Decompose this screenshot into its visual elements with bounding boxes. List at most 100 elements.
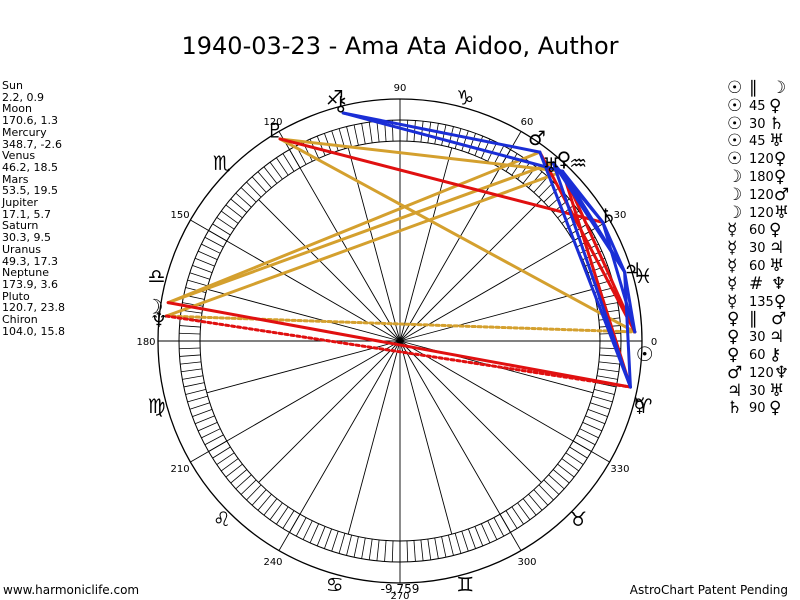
degree-tick [216,452,235,465]
degree-tick [225,204,243,219]
neptune-icon: ♆ [150,308,168,332]
degree-tick [590,402,611,410]
aspect-planet-2-icon: ⚷ [769,344,782,365]
degree-tick [517,502,531,521]
wheel-spoke [399,288,594,342]
website-link[interactable]: www.harmoniclife.com [3,583,140,597]
degree-tick [316,135,326,156]
degree-tick [309,523,320,544]
degree-tick [384,540,387,562]
aspect-line [623,270,637,334]
wheel-spoke [206,288,401,342]
planet-values-mars: 53.5, 19.5 [2,184,58,198]
degree-tick [251,176,267,193]
aspect-line [164,314,637,334]
aspect-planet-1-icon: ☉ [727,95,743,116]
aspect-line [164,314,632,389]
degree-tick [427,538,432,560]
wheel-spoke [258,340,401,483]
aspect-planet-2-icon: ♅ [769,255,785,276]
degree-tick [235,192,252,208]
aspect-line [166,161,555,305]
degree-tick [441,124,447,146]
aspect-planet-1-icon: ☿ [727,238,738,259]
aspect-planet-1-icon: ♂ [727,362,743,383]
aspect-planet-2-icon: ♃ [769,238,785,259]
zodiac-sign-icon: ♒ [569,151,587,175]
degree-tick [361,537,366,559]
degree-tick [368,538,373,560]
degree-tick [257,171,272,189]
degree-tick [361,123,366,145]
sun-icon: ☉ [636,342,654,366]
jupiter-icon: ♃ [623,258,641,282]
aspect-planet-2-icon: ♆ [773,362,790,383]
planet-name-chiron: Chiron [2,313,38,327]
degree-tick [434,123,439,145]
aspect-planet-2-icon: ♀ [773,291,787,312]
chiron-icon: ⚷ [333,91,348,115]
planet-values-jupiter: 17.1, 5.7 [2,207,51,221]
wheel-spoke [206,340,401,394]
aspect-planet-2-icon: ♅ [773,202,790,223]
aspect-planet-2-icon: ♀ [769,398,782,419]
degree-tick [420,539,424,561]
moon-icon: ☽ [145,294,163,318]
planet-name-mars: Mars [2,172,29,186]
aspect-line [601,220,637,334]
degree-tick [420,121,424,143]
degree-tick [505,510,518,529]
aspect-line [278,137,565,173]
degree-tick [246,484,262,501]
aspect-symbol: ∥ [749,78,758,98]
aspect-angle: 90 [749,401,766,417]
degree-tick [434,537,439,559]
degree-tick [511,506,524,525]
degree-label: 180 [136,337,155,348]
degree-label: 90 [394,83,407,94]
degree-tick [480,523,491,544]
degree-tick [376,121,380,143]
planet-values-pluto: 120.7, 23.8 [2,301,65,315]
aspect-line [623,270,632,389]
zodiac-sign-icon: ♎ [148,264,166,288]
aspect-planet-1-icon: ☿ [727,220,738,241]
aspect-planet-2-icon: ♄ [769,113,785,134]
degree-label: 210 [170,464,189,475]
degree-tick [461,531,469,552]
degree-tick [597,368,619,373]
degree-label: 30 [614,210,627,221]
aspect-line [166,301,632,389]
degree-tick [220,210,239,224]
degree-label: 300 [517,557,536,568]
degree-tick [331,531,339,552]
degree-tick [212,446,231,459]
bottom-value: -9,759 [381,582,420,596]
degree-label: 0 [651,337,657,348]
degree-tick [441,536,447,558]
degree-tick [192,265,213,273]
zodiac-sign-icon: ♊ [456,572,474,596]
degree-tick [468,133,476,154]
pluto-icon: ♇ [266,118,284,142]
aspect-planet-1-icon: ♃ [727,380,743,401]
degree-label: 330 [610,464,629,475]
degree-tick [533,489,549,506]
degree-tick [353,124,359,146]
degree-tick [192,409,213,417]
aspect-planet-2-icon: ♃ [769,327,785,348]
degree-tick [587,409,608,417]
wheel-spoke [347,147,401,342]
degree-tick [197,421,218,432]
degree-tick [220,458,239,472]
degree-tick [447,126,454,148]
aspect-row: ☿ 60 ♅ [727,255,789,276]
aspect-row: ☉ 45 ♅ [727,133,789,151]
degree-tick [592,395,613,403]
degree-tick [565,452,584,465]
degree-tick [582,421,603,432]
degree-tick [522,498,537,516]
degree-tick [548,474,565,490]
degree-tick [201,428,221,439]
